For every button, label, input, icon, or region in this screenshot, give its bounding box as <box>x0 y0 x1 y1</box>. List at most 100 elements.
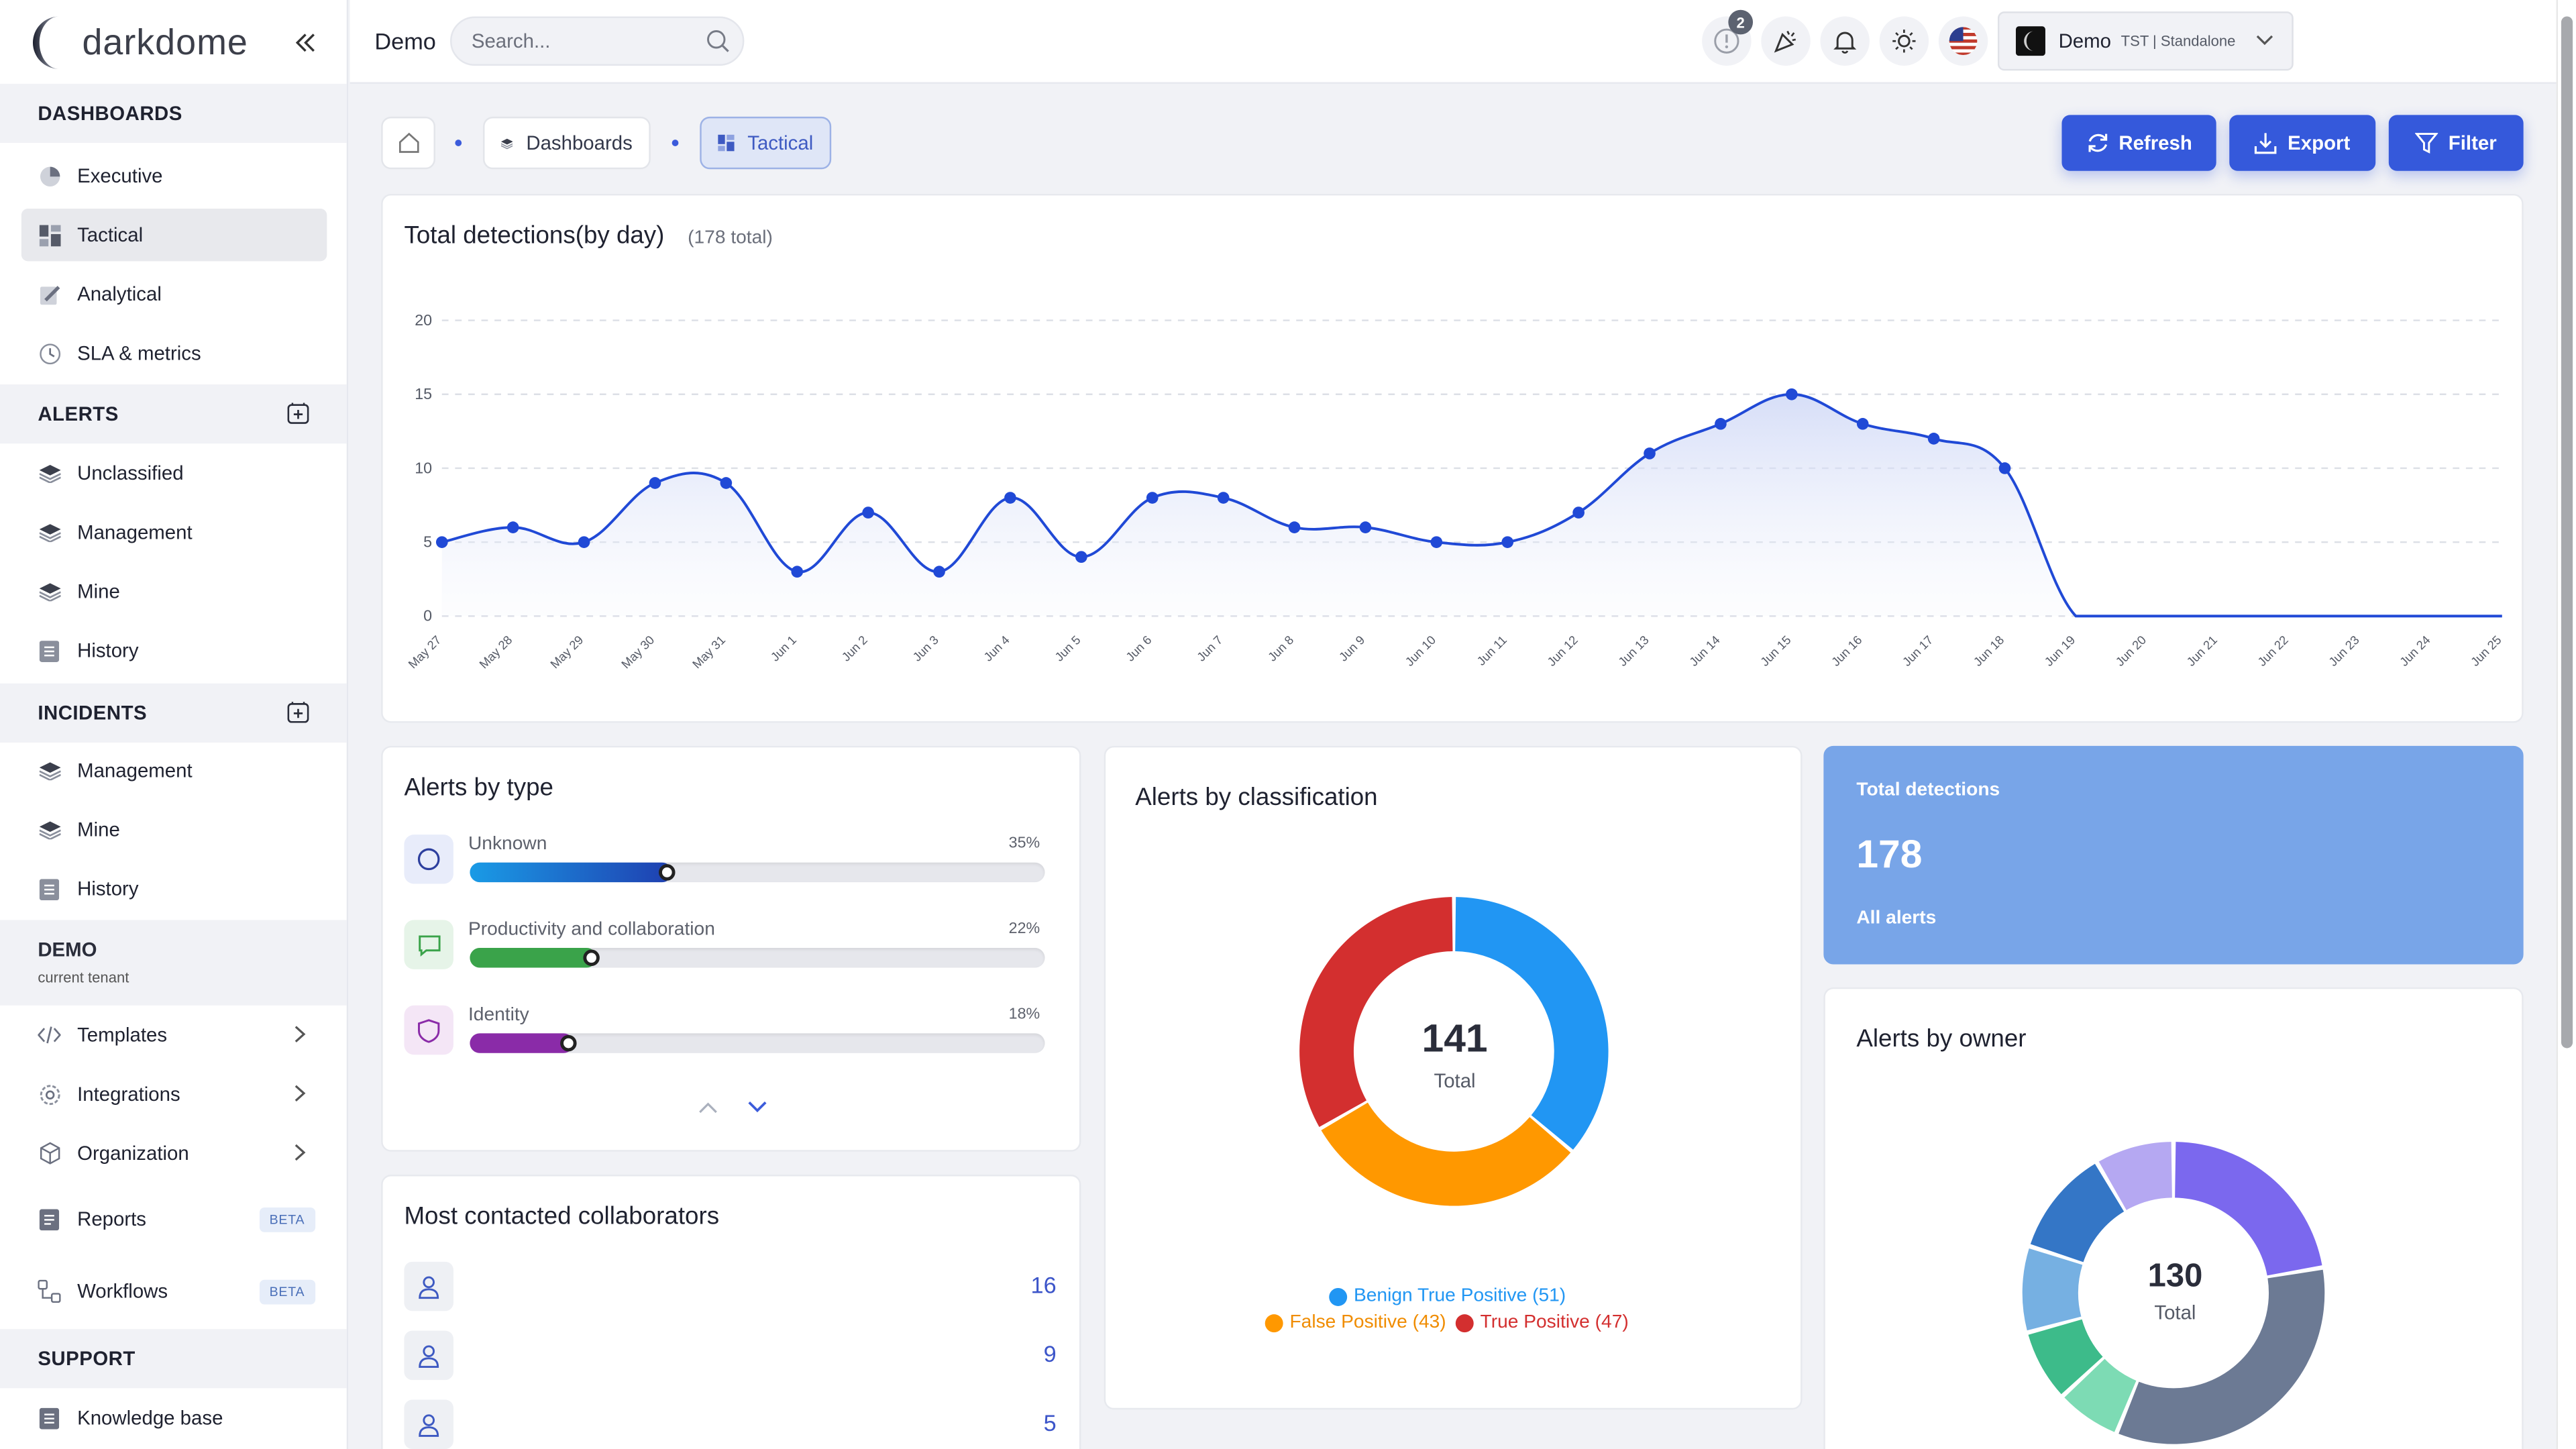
collaborators-card: Most contacted collaborators 16 9 5 <box>381 1175 1081 1449</box>
language-button[interactable] <box>1938 16 1988 66</box>
chevron-up-icon[interactable] <box>698 1101 718 1114</box>
logo[interactable]: darkdome <box>26 13 248 72</box>
sidebar-item-templates[interactable]: Templates <box>21 1009 327 1061</box>
total-detections-tile[interactable]: Total detections 178 All alerts <box>1823 745 2524 965</box>
sidebar-item-incidents-history[interactable]: History <box>21 863 327 915</box>
contact-count: 5 <box>1043 1409 1057 1436</box>
chevron-down-icon[interactable] <box>747 1101 767 1114</box>
x-tick-label: May 29 <box>547 633 586 671</box>
classification-donut-chart <box>1299 897 1609 1206</box>
sidebar-item-alerts-management[interactable]: Management <box>21 506 327 558</box>
sidebar-item-tactical[interactable]: Tactical <box>21 209 327 262</box>
x-tick-label: Jun 25 <box>2468 633 2504 669</box>
sidebar-item-label: Knowledge base <box>77 1406 223 1430</box>
user-icon <box>404 1261 453 1311</box>
collaborator-row[interactable]: 9 <box>404 1330 1057 1381</box>
progress-fill <box>470 1033 574 1053</box>
alert-type-percent: 35% <box>1008 835 1040 853</box>
add-box-icon[interactable] <box>287 702 309 723</box>
legend-item-true-positive[interactable]: True Positive (47) <box>1455 1313 1629 1332</box>
sidebar-item-knowledge-base[interactable]: Knowledge base <box>21 1391 327 1444</box>
breadcrumb-home[interactable] <box>381 116 435 170</box>
series-area <box>441 394 2502 616</box>
layers-icon <box>500 138 513 149</box>
data-point <box>1075 551 1087 564</box>
alert-circle-icon <box>1714 28 1739 54</box>
sidebar-item-label: Integrations <box>77 1082 180 1106</box>
sidebar-item-organization[interactable]: Organization <box>21 1127 327 1179</box>
add-box-icon[interactable] <box>287 402 309 424</box>
legend-item-false-positive[interactable]: False Positive (43) <box>1265 1313 1446 1332</box>
breadcrumb-tactical[interactable]: Tactical <box>700 116 832 170</box>
donut-slice <box>1455 897 1609 1150</box>
alert-type-row[interactable]: Productivity and collaboration 22% <box>404 920 1048 985</box>
collaborator-row[interactable]: 5 <box>404 1399 1057 1449</box>
data-point <box>1430 536 1443 548</box>
announcements-button[interactable] <box>1761 16 1811 66</box>
cube-icon <box>38 1142 60 1165</box>
sidebar-item-alerts-mine[interactable]: Mine <box>21 565 327 617</box>
card-title: Total detections(by day) (178 total) <box>404 221 773 250</box>
legend-swatch <box>1265 1313 1283 1332</box>
card-title: Alerts by classification <box>1135 784 1378 812</box>
x-tick-label: Jun 7 <box>1194 633 1226 664</box>
sidebar-item-label: Tactical <box>77 223 144 247</box>
sidebar-item-executive[interactable]: Executive <box>21 150 327 202</box>
data-point <box>1004 492 1016 504</box>
search-input[interactable] <box>471 30 702 53</box>
sidebar-item-unclassified[interactable]: Unclassified <box>21 447 327 499</box>
layers-icon <box>38 818 60 841</box>
data-point <box>1501 536 1514 548</box>
scrollbar-thumb[interactable] <box>2561 16 2573 1049</box>
chevron-right-icon <box>294 1085 306 1102</box>
bell-icon <box>1833 32 1857 54</box>
donut-slice <box>2064 1358 2137 1432</box>
sidebar-item-incidents-mine[interactable]: Mine <box>21 804 327 856</box>
sidebar-item-integrations[interactable]: Integrations <box>21 1068 327 1120</box>
breadcrumb-dashboards[interactable]: Dashboards <box>483 116 651 170</box>
alert-type-row[interactable]: Unknown 35% <box>404 835 1048 900</box>
sidebar-item-label: SLA & metrics <box>77 341 201 365</box>
section-alerts: ALERTS <box>0 384 347 444</box>
sidebar-item-workflows[interactable]: Workflows BETA <box>21 1265 327 1318</box>
alert-type-label: Identity <box>468 1005 529 1026</box>
filter-button[interactable]: Filter <box>2388 115 2524 171</box>
alert-type-percent: 18% <box>1008 1005 1040 1024</box>
tenant-selector[interactable]: Demo TST | Standalone <box>1997 11 2294 71</box>
notifications-button[interactable] <box>1820 16 1870 66</box>
layers-icon <box>38 462 60 484</box>
sidebar-item-label: Unclassified <box>77 462 184 485</box>
data-point <box>720 477 733 489</box>
search-box <box>450 16 745 66</box>
sidebar-item-alerts-history[interactable]: History <box>21 625 327 677</box>
section-support: SUPPORT <box>0 1329 347 1389</box>
collapse-sidebar-icon[interactable] <box>292 28 319 58</box>
sidebar-item-sla-metrics[interactable]: SLA & metrics <box>21 327 327 379</box>
x-tick-label: May 28 <box>476 633 515 671</box>
theme-toggle-button[interactable] <box>1879 16 1929 66</box>
export-button[interactable]: Export <box>2229 115 2376 171</box>
download-icon <box>2255 133 2277 154</box>
sidebar-item-incidents-management[interactable]: Management <box>21 744 327 796</box>
refresh-button[interactable]: Refresh <box>2061 115 2216 171</box>
contact-count: 9 <box>1043 1340 1057 1367</box>
sun-icon <box>1892 30 1916 53</box>
card-title: Alerts by owner <box>1856 1025 2027 1053</box>
tenant-type: TST | Standalone <box>2121 32 2236 50</box>
sidebar-item-label: Organization <box>77 1142 189 1165</box>
collaborator-row[interactable]: 16 <box>404 1261 1057 1311</box>
alerts-status-button[interactable]: 2 <box>1702 9 1754 66</box>
page-scrollbar[interactable] <box>2556 0 2576 1449</box>
legend-item-benign[interactable]: Benign True Positive (51) <box>1329 1287 1566 1306</box>
gear-icon <box>38 1083 60 1106</box>
y-tick-label: 5 <box>423 533 432 551</box>
sidebar-item-reports[interactable]: Reports BETA <box>21 1193 327 1245</box>
search-icon[interactable] <box>706 30 729 52</box>
alerts-by-type-card: Alerts by type Unknown 35% Productivity … <box>381 745 1081 1152</box>
alert-type-row[interactable]: Identity 18% <box>404 1005 1048 1071</box>
sidebar-item-analytical[interactable]: Analytical <box>21 268 327 320</box>
donut-total: 130 <box>2147 1258 2203 1295</box>
chevron-down-icon <box>2256 35 2273 46</box>
donut-total: 141 <box>1421 1016 1488 1062</box>
progress-track <box>470 862 1045 883</box>
